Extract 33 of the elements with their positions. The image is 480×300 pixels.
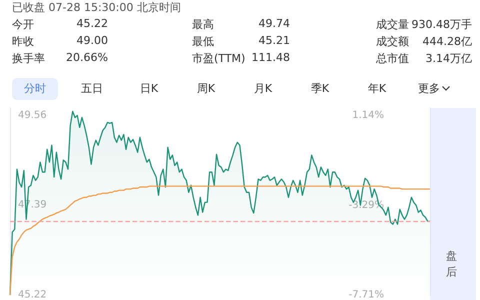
text: 成交量 — [376, 17, 409, 32]
text: 周K — [196, 81, 216, 97]
text: 总市值 — [376, 51, 409, 66]
text: 成交额 — [376, 34, 409, 49]
text: 昨收 — [12, 34, 34, 49]
text: 日K — [138, 81, 160, 97]
text: 49.74 — [258, 17, 290, 30]
text: 最高 — [192, 17, 214, 32]
line-series — [9, 186, 431, 296]
text: 年K — [366, 81, 388, 97]
text: 49.00 — [76, 34, 108, 47]
text: 季K — [310, 81, 330, 97]
text: 最低 — [192, 34, 214, 49]
text: 换手率 — [12, 51, 45, 66]
text: 444.28亿 — [422, 35, 472, 48]
text: 930.48万手 — [412, 18, 472, 31]
text: 3.14万亿 — [426, 52, 472, 65]
text: 111.48 — [252, 51, 290, 64]
text: 五日 — [80, 81, 104, 97]
y-tick-label: 45.22 — [18, 289, 47, 300]
text: 分时 — [12, 78, 58, 100]
text: 45.22 — [76, 17, 108, 30]
text: 市盈(TTM) — [192, 51, 246, 66]
text: 更多 — [417, 81, 441, 97]
text: 已收盘 07-28 15:30:00 北京时间 — [12, 0, 181, 15]
text: 45.21 — [258, 34, 290, 47]
text: 今开 — [12, 17, 34, 32]
y-tick-label: 49.56 — [18, 110, 47, 121]
text: 盘后 — [446, 250, 457, 278]
text: 月K — [252, 81, 274, 97]
text: 20.66% — [66, 51, 108, 64]
y2-tick-label: 1.14% — [352, 110, 384, 122]
y2-tick-label: -7.71% — [348, 290, 384, 300]
